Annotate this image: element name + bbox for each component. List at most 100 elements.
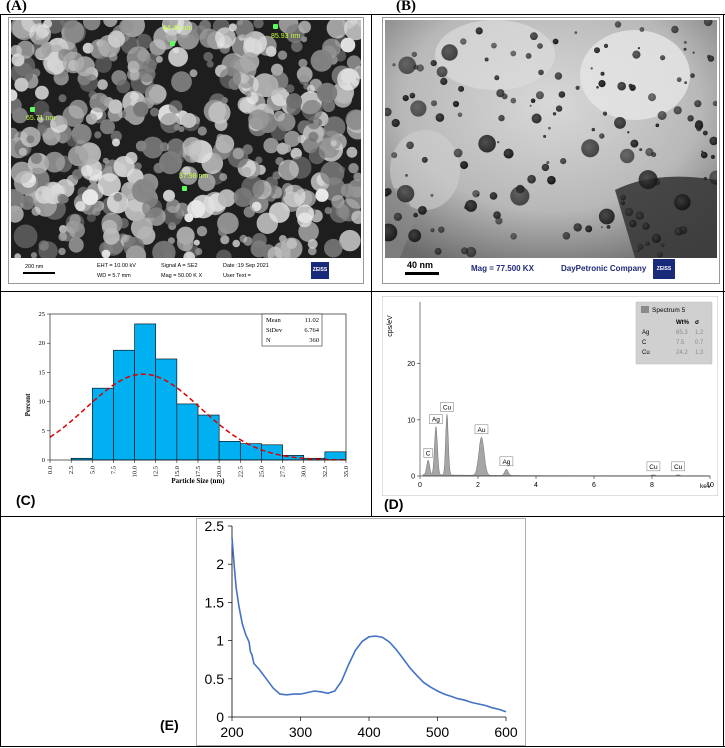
sem-grain xyxy=(339,229,361,252)
tem-particle xyxy=(690,73,695,78)
sem-grain xyxy=(195,248,203,256)
sem-grain xyxy=(244,90,252,98)
sem-grain xyxy=(59,226,76,242)
sem-grain xyxy=(35,186,53,204)
tem-particle xyxy=(645,241,650,246)
uv-y-tick-label: 1.5 xyxy=(205,594,225,610)
sem-grain xyxy=(337,68,360,91)
sem-grain xyxy=(219,173,228,182)
tem-particle xyxy=(606,225,611,229)
tem-particle xyxy=(624,207,634,217)
tem-particle xyxy=(585,225,593,233)
tem-mag: Mag = 77.500 KX xyxy=(471,264,534,273)
tem-particle xyxy=(430,193,434,197)
tem-particle xyxy=(465,246,477,258)
sem-measure-marker-3 xyxy=(30,107,35,112)
sem-grain xyxy=(171,71,192,93)
sem-grain xyxy=(277,50,288,60)
sem-grain xyxy=(280,237,303,258)
tem-particle xyxy=(598,208,615,225)
x-tick-label: 20.0 xyxy=(216,466,223,477)
tem-particle xyxy=(617,81,626,91)
sem-image xyxy=(11,20,361,258)
eds-legend: Spectrum 5 Wt% σ Ag 65.3 1.2 C 7.5 0.7 C… xyxy=(635,301,713,365)
sem-wd: WD = 5.7 mm xyxy=(97,273,131,279)
sem-grain xyxy=(72,169,83,180)
sem-grain xyxy=(103,20,118,28)
sem-user-text: User Text = xyxy=(223,273,251,279)
sem-grain xyxy=(301,99,323,121)
tem-particle xyxy=(416,64,424,72)
tem-particle xyxy=(460,38,467,45)
sem-grain xyxy=(30,152,42,164)
sem-mag: Mag = 50.00 K X xyxy=(161,273,203,279)
sem-grain xyxy=(243,206,255,218)
tem-particle xyxy=(637,249,640,252)
tem-particle xyxy=(510,50,517,57)
tem-particle xyxy=(627,131,630,134)
zeiss-logo: ZEISS xyxy=(311,262,329,279)
tem-particle xyxy=(391,152,398,159)
tem-particle xyxy=(674,227,683,236)
eds-legend-el-c: C xyxy=(642,340,647,346)
tem-particle xyxy=(562,232,571,240)
eds-legend-wt-c: 7.5 xyxy=(676,340,685,346)
sem-grain xyxy=(155,55,163,63)
tem-particle xyxy=(457,112,463,118)
y-tick-label: 10 xyxy=(39,399,46,406)
tem-particle xyxy=(645,148,654,157)
grid-vertical-center xyxy=(371,14,372,516)
sem-grain xyxy=(248,109,269,130)
tem-particle xyxy=(385,188,390,197)
tem-particle xyxy=(637,47,640,50)
tem-particle xyxy=(684,81,687,84)
sem-grain xyxy=(11,89,18,101)
tem-particle xyxy=(702,130,708,136)
x-tick-label: 2.5 xyxy=(68,466,75,474)
eds-legend-wt-ag: 65.3 xyxy=(676,330,688,336)
sem-grain xyxy=(274,110,285,122)
x-tick-label: 32.5 xyxy=(322,466,329,477)
tem-particle xyxy=(552,38,559,45)
eds-x-tick-label: 6 xyxy=(592,482,596,489)
eds-peak-label-box xyxy=(429,414,443,424)
tem-particle xyxy=(602,111,608,116)
x-tick-label: 27.5 xyxy=(280,466,287,477)
sem-grain xyxy=(118,218,129,229)
tem-particle xyxy=(538,69,544,76)
eds-x-tick-label: 0 xyxy=(418,482,422,489)
sem-grain xyxy=(286,191,293,199)
sem-grain xyxy=(11,127,19,141)
tem-particle xyxy=(402,95,409,102)
tem-particle xyxy=(527,174,536,184)
tem-particle xyxy=(558,91,566,98)
tem-particle xyxy=(642,222,650,230)
x-tick-label: 15.0 xyxy=(174,466,181,477)
sem-grain xyxy=(159,151,183,175)
tem-particle xyxy=(596,86,599,89)
sem-eht: EHT = 10.00 kV xyxy=(97,263,136,269)
tem-particle xyxy=(555,105,563,112)
sem-grain xyxy=(196,226,208,237)
tem-particle xyxy=(430,228,435,233)
sem-grain xyxy=(57,193,67,204)
eds-ylabel: cps/eV xyxy=(387,315,394,337)
x-tick-label: 12.5 xyxy=(153,466,160,477)
sem-grain xyxy=(315,188,329,202)
sem-grain xyxy=(79,73,99,92)
eds-peak-label-box xyxy=(646,461,661,472)
tem-particle xyxy=(620,148,635,164)
uv-x-tick-label: 200 xyxy=(220,724,244,740)
tem-particle xyxy=(683,47,687,51)
tem-particle xyxy=(552,112,557,116)
sem-grain xyxy=(113,156,135,178)
sem-grain xyxy=(348,163,359,174)
sem-grain xyxy=(340,183,355,198)
eds-peak-label-box xyxy=(671,461,685,472)
sem-grain xyxy=(299,74,310,86)
uv-vis-chart: 0 0.5 1 1.5 2 2.5 200 300 400 500 600 xyxy=(196,518,526,746)
sem-measure-label-4: 37.98 nm xyxy=(179,173,209,180)
tem-particle xyxy=(460,161,469,170)
sem-grain xyxy=(292,148,301,156)
tem-particle xyxy=(529,104,532,107)
